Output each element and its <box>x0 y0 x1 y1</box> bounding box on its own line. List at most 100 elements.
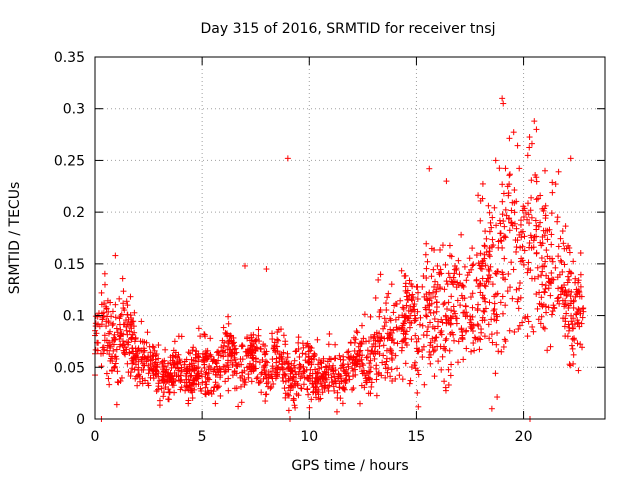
data-point <box>200 356 207 363</box>
data-point <box>453 320 460 327</box>
data-point <box>93 330 100 337</box>
data-point <box>441 300 448 307</box>
data-point <box>430 309 437 316</box>
data-point <box>555 243 562 250</box>
data-point <box>131 309 138 316</box>
data-point <box>400 320 407 327</box>
data-point <box>532 171 539 178</box>
data-point <box>538 294 545 301</box>
data-point <box>118 374 125 381</box>
data-point <box>442 387 449 394</box>
data-point <box>92 346 99 353</box>
data-point <box>515 305 522 312</box>
data-point <box>290 397 297 404</box>
data-point <box>426 348 433 355</box>
data-point <box>526 134 533 141</box>
data-point <box>319 389 326 396</box>
data-point <box>105 375 112 382</box>
x-axis-label: GPS time / hours <box>291 458 408 474</box>
data-point <box>578 293 585 300</box>
data-point <box>414 348 421 355</box>
data-point <box>379 359 386 366</box>
data-point <box>149 343 156 350</box>
data-point <box>155 355 162 362</box>
data-point <box>480 294 487 301</box>
data-point <box>493 222 500 229</box>
data-point <box>434 262 441 269</box>
data-point <box>549 179 556 186</box>
data-point <box>499 95 506 102</box>
data-point <box>280 371 287 378</box>
data-point <box>273 365 280 372</box>
data-point <box>136 373 143 380</box>
data-point <box>511 328 518 335</box>
data-point <box>543 247 550 254</box>
data-point <box>541 289 548 296</box>
data-point <box>481 333 488 340</box>
data-point <box>139 338 146 345</box>
data-point <box>384 335 391 342</box>
data-point <box>428 300 435 307</box>
data-point <box>414 296 421 303</box>
data-point <box>539 263 546 270</box>
data-point <box>223 331 230 338</box>
data-point <box>464 272 471 279</box>
data-point <box>381 323 388 330</box>
data-point <box>382 374 389 381</box>
data-point <box>135 367 142 374</box>
data-point <box>423 240 430 247</box>
data-point <box>168 378 175 385</box>
data-point <box>258 371 265 378</box>
data-point <box>367 368 374 375</box>
data-point <box>121 307 128 314</box>
data-point <box>497 299 504 306</box>
data-point <box>397 297 404 304</box>
data-point <box>449 279 456 286</box>
data-point <box>388 281 395 288</box>
data-point <box>511 209 518 216</box>
data-point <box>310 384 317 391</box>
data-point <box>130 323 137 330</box>
data-point <box>331 373 338 380</box>
data-point <box>237 374 244 381</box>
data-point <box>516 165 523 172</box>
data-point <box>250 361 257 368</box>
data-point <box>220 342 227 349</box>
data-point <box>376 350 383 357</box>
data-point <box>298 385 305 392</box>
data-point <box>494 394 501 401</box>
data-point <box>492 157 499 164</box>
data-point <box>393 324 400 331</box>
data-point <box>419 283 426 290</box>
data-point <box>282 338 289 345</box>
data-point <box>403 293 410 300</box>
data-point <box>169 373 176 380</box>
data-point <box>103 318 110 325</box>
data-point <box>562 223 569 230</box>
data-point <box>410 303 417 310</box>
data-point <box>312 366 319 373</box>
data-point <box>187 350 194 357</box>
data-point <box>444 281 451 288</box>
data-point <box>189 395 196 402</box>
data-point <box>280 332 287 339</box>
data-point <box>546 255 553 262</box>
data-point <box>117 341 124 348</box>
data-point <box>296 361 303 368</box>
data-point <box>447 321 454 328</box>
data-point <box>436 271 443 278</box>
data-point <box>552 264 559 271</box>
data-point <box>398 347 405 354</box>
data-point <box>358 322 365 329</box>
data-point <box>220 324 227 331</box>
data-point <box>353 353 360 360</box>
data-point <box>476 282 483 289</box>
data-point <box>269 368 276 375</box>
plot-frame <box>94 56 606 420</box>
data-point <box>388 366 395 373</box>
data-point <box>570 297 577 304</box>
data-point <box>428 245 435 252</box>
data-point <box>411 306 418 313</box>
data-point <box>409 283 416 290</box>
data-point <box>365 369 372 376</box>
